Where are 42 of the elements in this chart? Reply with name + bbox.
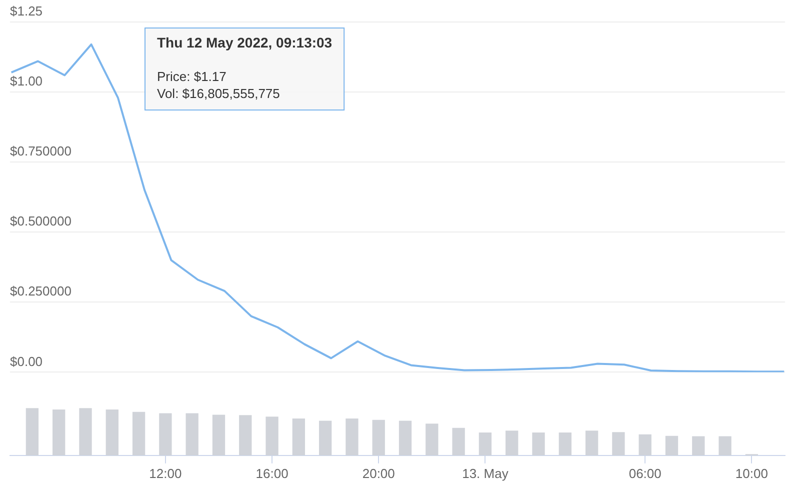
annotation: Vol: $16,805,555,775 — [157, 86, 280, 102]
bar — [319, 420, 332, 456]
x-tick-label: 10:00 — [735, 466, 768, 481]
bar — [718, 436, 732, 456]
bar — [398, 420, 412, 456]
bar — [558, 432, 572, 456]
bar — [692, 436, 705, 456]
y-tick-label: $1.00 — [10, 74, 43, 89]
bar — [346, 418, 358, 456]
bar — [159, 413, 172, 456]
bar — [452, 428, 465, 456]
bar — [106, 410, 118, 456]
y-tick-label: $0.00 — [10, 354, 43, 369]
bar — [585, 430, 598, 456]
x-tick-label: 16:00 — [256, 466, 288, 481]
bar — [212, 414, 226, 456]
annotation: Thu 12 May 2022, 09:13:03 — [157, 34, 332, 50]
bar — [132, 412, 146, 456]
y-tick-label: $0.500000 — [10, 214, 72, 229]
y-tick-label: $0.750000 — [10, 144, 72, 159]
x-tick-label: 13. May — [462, 466, 509, 481]
y-tick-label: $0.250000 — [10, 284, 72, 299]
bar — [266, 416, 278, 456]
bar — [612, 432, 625, 456]
bar — [292, 418, 306, 456]
y-tick-label: $1.25 — [10, 4, 43, 19]
bar — [506, 430, 518, 456]
bar — [478, 432, 492, 456]
bar — [426, 424, 438, 456]
x-tick-label: 06:00 — [628, 466, 662, 481]
bar — [372, 420, 385, 456]
annotation: Price: $1.17 — [157, 69, 226, 84]
x-tick-label: 20:00 — [362, 466, 395, 481]
bar — [79, 408, 92, 456]
bar — [638, 434, 652, 456]
bar — [26, 408, 39, 456]
x-tick-label: 12:00 — [149, 466, 182, 481]
bar — [52, 410, 66, 456]
bar — [239, 415, 252, 456]
bar — [665, 436, 678, 456]
bar — [186, 413, 198, 456]
bar — [532, 432, 545, 456]
